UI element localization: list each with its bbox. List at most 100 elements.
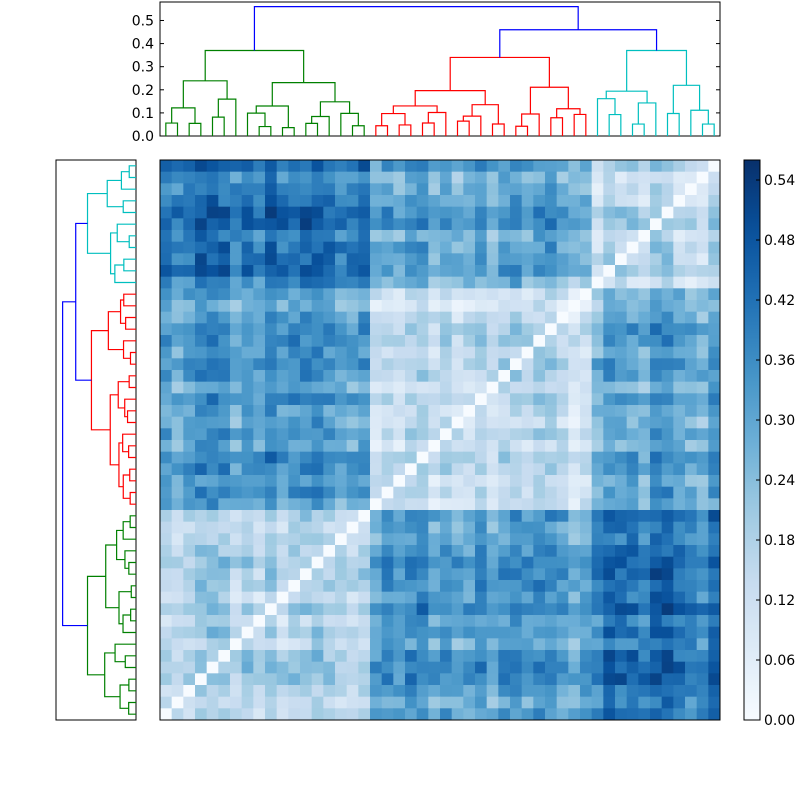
heatmap-cell xyxy=(440,171,453,184)
heatmap-cell xyxy=(288,626,301,639)
heatmap-cell xyxy=(358,580,371,593)
heatmap-cell xyxy=(451,370,464,383)
heatmap-cell xyxy=(253,475,266,488)
heatmap-cell xyxy=(650,241,663,254)
heatmap-cell xyxy=(323,416,336,429)
heatmap-cell xyxy=(218,580,231,593)
heatmap-cell xyxy=(171,568,184,581)
heatmap-cell xyxy=(265,183,278,196)
top-dendrogram: 0.00.10.20.30.40.5 xyxy=(132,1,721,145)
heatmap-cell xyxy=(393,300,406,313)
heatmap-cell xyxy=(521,696,534,709)
heatmap-cell xyxy=(685,288,698,301)
heatmap-cell xyxy=(405,510,418,523)
heatmap-cell xyxy=(486,370,499,383)
heatmap-cell xyxy=(195,381,208,394)
heatmap-cell xyxy=(335,533,348,546)
heatmap-cell xyxy=(708,206,721,219)
heatmap-cell xyxy=(323,498,336,511)
heatmap-cell xyxy=(638,393,651,406)
heatmap-cell xyxy=(253,510,266,523)
heatmap-cell xyxy=(218,556,231,569)
heatmap-cell xyxy=(463,300,476,313)
heatmap-cell xyxy=(335,638,348,651)
heatmap-cell xyxy=(545,696,558,709)
heatmap-cell xyxy=(591,253,604,266)
heatmap-cell xyxy=(440,498,453,511)
heatmap-cell xyxy=(708,218,721,231)
heatmap-cell xyxy=(160,218,173,231)
heatmap-cell xyxy=(183,218,196,231)
heatmap-cell xyxy=(253,615,266,628)
heatmap-cell xyxy=(218,486,231,499)
heatmap-cell xyxy=(370,288,383,301)
heatmap-cell xyxy=(510,241,523,254)
heatmap-cell xyxy=(183,265,196,278)
heatmap-cell xyxy=(335,393,348,406)
heatmap-cell xyxy=(370,218,383,231)
heatmap-cell xyxy=(335,160,348,173)
heatmap-cell xyxy=(265,673,278,686)
heatmap-cell xyxy=(545,510,558,523)
heatmap-cell xyxy=(708,276,721,289)
heatmap-cell xyxy=(696,486,709,499)
heatmap-cell xyxy=(440,218,453,231)
heatmap-cell xyxy=(568,381,581,394)
heatmap-cell xyxy=(288,556,301,569)
heatmap-cell xyxy=(288,171,301,184)
heatmap-cell xyxy=(451,451,464,464)
heatmap-cell xyxy=(673,230,686,243)
heatmap-cell xyxy=(696,276,709,289)
heatmap-cell xyxy=(661,510,674,523)
heatmap-cell xyxy=(451,440,464,453)
heatmap-cell xyxy=(276,195,289,208)
heatmap-cell xyxy=(603,545,616,558)
heatmap-cell xyxy=(195,568,208,581)
heatmap-cell xyxy=(183,626,196,639)
heatmap-cell xyxy=(428,510,441,523)
heatmap-cell xyxy=(580,696,593,709)
heatmap-cell xyxy=(475,195,488,208)
heatmap-cell xyxy=(206,533,219,546)
heatmap-cell xyxy=(171,393,184,406)
heatmap-cell xyxy=(533,206,546,219)
heatmap-cell xyxy=(661,206,674,219)
heatmap-cell xyxy=(568,638,581,651)
heatmap-cell xyxy=(346,323,359,336)
heatmap-cell xyxy=(195,510,208,523)
heatmap-cell xyxy=(498,603,511,616)
heatmap-cell xyxy=(510,626,523,639)
heatmap-cell xyxy=(206,545,219,558)
heatmap-cell xyxy=(323,661,336,674)
heatmap-cell xyxy=(568,451,581,464)
heatmap-cell xyxy=(685,580,698,593)
heatmap-cell xyxy=(498,708,511,721)
heatmap-cell xyxy=(568,685,581,698)
heatmap-cell xyxy=(160,580,173,593)
heatmap-cell xyxy=(265,370,278,383)
heatmap-cell xyxy=(370,230,383,243)
heatmap-cell xyxy=(370,650,383,663)
heatmap-cell xyxy=(218,533,231,546)
heatmap-cell xyxy=(393,160,406,173)
heatmap-cell xyxy=(323,545,336,558)
heatmap-cell xyxy=(300,521,313,534)
heatmap-cell xyxy=(533,276,546,289)
heatmap-cell xyxy=(171,160,184,173)
heatmap-cell xyxy=(650,323,663,336)
heatmap-cell xyxy=(358,475,371,488)
heatmap-cell xyxy=(405,451,418,464)
heatmap-cell xyxy=(568,650,581,663)
heatmap-cell xyxy=(440,440,453,453)
heatmap-cell xyxy=(428,533,441,546)
heatmap-cell xyxy=(510,230,523,243)
heatmap-cell xyxy=(615,451,628,464)
heatmap-cell xyxy=(486,533,499,546)
heatmap-cell xyxy=(696,626,709,639)
heatmap-cell xyxy=(615,230,628,243)
heatmap-cell xyxy=(241,265,254,278)
heatmap-cell xyxy=(195,591,208,604)
heatmap-cell xyxy=(580,440,593,453)
heatmap-cell xyxy=(545,638,558,651)
heatmap-cell xyxy=(428,323,441,336)
